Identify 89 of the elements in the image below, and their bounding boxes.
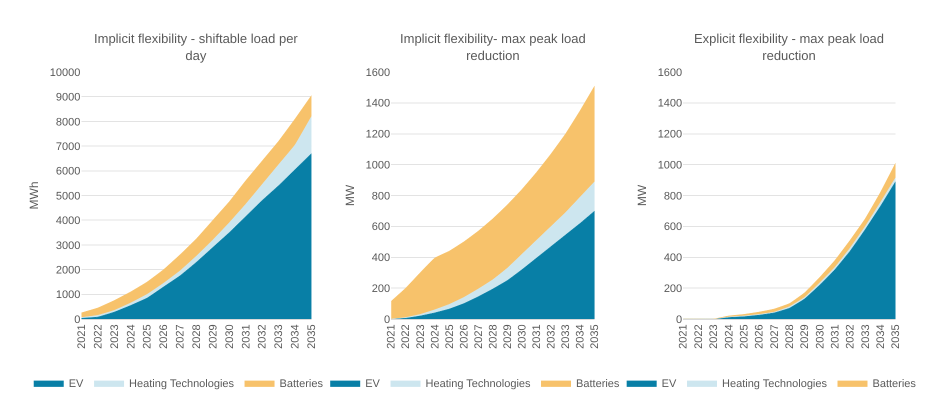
x-tick-label: 2035 [890,324,902,349]
x-tick-label: 2031 [240,324,252,349]
x-tick-label: 2029 [502,324,514,349]
x-tick-label: 2034 [574,324,587,349]
x-tick-label: 2025 [142,324,154,349]
chart-title: Implicit flexibility- max peak load reduction [400,31,586,63]
x-tick-label: 2025 [738,324,750,349]
x-tick-label: 2026 [158,324,170,349]
x-tick-label: 2031 [531,324,544,349]
y-tick-label: 400 [664,252,682,264]
y-tick-label: 800 [372,190,390,202]
x-tick-label: 2029 [207,324,220,349]
y-tick-label: 3000 [56,240,80,252]
y-tick-label: 9000 [56,92,80,104]
x-tick-label: 2024 [125,324,138,349]
x-tick-label: 2035 [589,324,602,349]
x-tick-label: 2028 [784,324,796,349]
legend-label: Heating Technologies [722,378,828,390]
y-tick-label: 200 [664,282,682,295]
legend-label: EV [365,378,381,390]
x-tick-label: 2021 [76,324,88,349]
x-tick-label: 2027 [768,324,781,349]
y-tick-label: 600 [372,221,390,234]
x-tick-label: 2023 [108,324,121,349]
x-tick-label: 2023 [708,324,720,349]
chart-title: Explicit flexibility - max peak load reduction [694,31,884,63]
x-tick-label: 2034 [874,324,887,349]
y-tick-label: 1600 [658,66,682,79]
y-tick-label: 0 [384,314,390,326]
x-tick-label: 2021 [386,324,398,349]
x-tick-label: 2022 [400,324,412,349]
x-tick-label: 2032 [546,324,558,349]
chart-title: Implicit flexibility - shiftable load per day [94,31,298,63]
y-tick-label: 1400 [658,98,682,110]
y-tick-label: 5000 [56,190,80,202]
y-tick-label: 4000 [56,215,80,228]
y-tick-label: 800 [664,190,682,202]
x-tick-label: 2033 [560,324,572,349]
x-tick-label: 2032 [844,324,857,349]
legend-label: Batteries [280,378,324,390]
x-tick-label: 2029 [799,324,812,349]
legend-label: EV [662,378,678,390]
x-tick-label: 2031 [829,324,842,349]
y-tick-label: 2000 [56,264,80,276]
x-tick-label: 2021 [678,324,690,349]
x-tick-label: 2032 [256,324,269,349]
y-axis-title: MW [634,184,649,206]
y-tick-label: 400 [372,252,390,264]
y-axis-title: MWh [27,182,42,210]
y-tick-label: 1000 [56,289,80,302]
x-tick-label: 2024 [429,324,442,349]
y-axis-title: MW [342,184,357,206]
y-tick-label: 200 [372,282,390,295]
x-tick-label: 2027 [174,324,187,349]
legend-label: Batteries [872,378,916,390]
x-tick-label: 2033 [273,324,286,349]
x-tick-label: 2024 [723,324,736,349]
x-tick-label: 2030 [814,324,826,349]
x-tick-label: 2030 [224,324,236,349]
x-tick-label: 2023 [414,324,427,349]
y-tick-label: 1600 [366,66,390,79]
x-tick-label: 2022 [92,324,104,349]
y-tick-label: 10000 [50,66,80,79]
x-tick-label: 2033 [860,324,872,349]
legend-label: Heating Technologies [426,378,532,390]
x-tick-label: 2026 [458,324,470,349]
y-tick-label: 1000 [366,159,390,172]
y-tick-label: 1000 [658,159,682,172]
y-tick-label: 8000 [56,116,80,128]
y-tick-label: 1200 [366,128,390,141]
x-tick-label: 2035 [306,324,318,349]
x-tick-label: 2028 [191,324,203,349]
y-tick-label: 1200 [658,128,682,141]
y-tick-label: 7000 [56,140,80,153]
legend-label: Heating Technologies [129,378,235,390]
y-tick-label: 6000 [56,166,80,178]
y-tick-label: 1400 [366,98,390,110]
x-tick-label: 2022 [692,324,705,349]
legend-label: EV [68,378,84,390]
legend-label: Batteries [576,378,620,390]
x-tick-label: 2028 [487,324,500,349]
x-tick-label: 2034 [290,324,302,349]
x-tick-label: 2025 [444,324,456,349]
x-tick-label: 2026 [754,324,766,349]
x-tick-label: 2027 [472,324,485,349]
y-tick-label: 0 [74,314,80,326]
y-tick-label: 0 [676,314,682,326]
y-tick-label: 600 [664,221,682,234]
x-tick-label: 2030 [516,324,529,349]
